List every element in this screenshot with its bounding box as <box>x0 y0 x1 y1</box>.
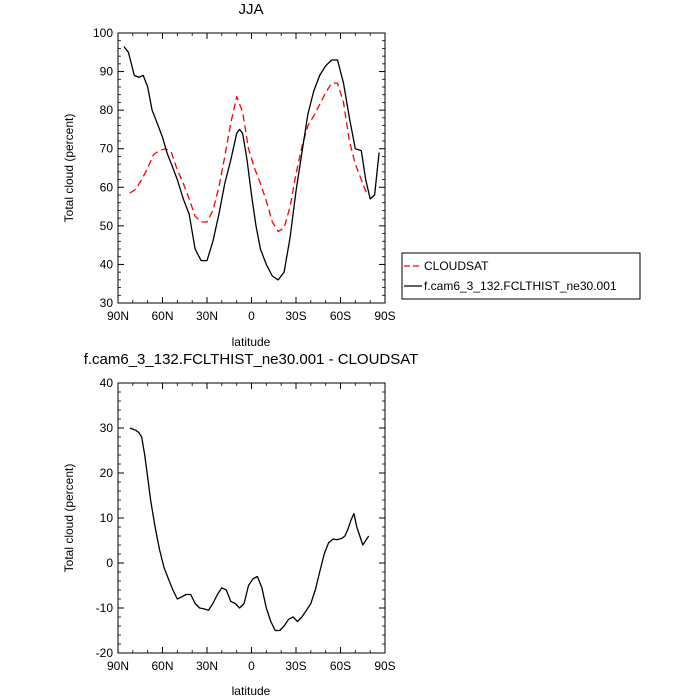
legend: CLOUDSAT f.cam6_3_132.FCLTHIST_ne30.001 <box>401 252 641 300</box>
top-y-tick-label: 30 <box>100 296 114 310</box>
top-x-tick-label: 30N <box>196 309 218 323</box>
bottom-y-tick-label: 40 <box>100 376 114 390</box>
top-y-tick-label: 90 <box>100 65 114 79</box>
top-y-tick-label: 80 <box>100 103 114 117</box>
bottom-x-axis-label: latitude <box>232 684 271 698</box>
bottom-x-tick-label: 90N <box>107 659 129 673</box>
top-series-line-f-cam6-3-132-fclthist-ne30-001 <box>123 46 380 281</box>
bottom-chart-title: f.cam6_3_132.FCLTHIST_ne30.001 - CLOUDSA… <box>84 351 419 368</box>
top-x-tick-label: 60S <box>330 309 351 323</box>
bottom-y-tick-label: 10 <box>100 511 114 525</box>
top-x-ticks: 90N 60N 30N 0 30S 60S 90S <box>107 33 396 323</box>
top-y-tick-label: 40 <box>100 257 114 271</box>
top-y-tick-label: 50 <box>100 219 114 233</box>
bottom-y-tick-label: 30 <box>100 421 114 435</box>
top-plot-frame <box>117 32 386 304</box>
top-x-axis-label: latitude <box>232 335 271 349</box>
top-y-ticks: 30 40 50 60 70 80 90 100 <box>93 26 385 310</box>
bottom-x-tick-label: 30N <box>196 659 218 673</box>
top-x-tick-label: 90N <box>107 309 129 323</box>
bottom-y-axis-label: Total cloud (percent) <box>62 464 76 573</box>
bottom-x-tick-label: 0 <box>248 659 255 673</box>
bottom-plot-frame <box>117 382 386 654</box>
bottom-x-ticks: 90N 60N 30N 0 30S 60S 90S <box>107 383 396 673</box>
legend-label-model: f.cam6_3_132.FCLTHIST_ne30.001 <box>424 279 617 293</box>
top-x-tick-label: 90S <box>374 309 395 323</box>
top-x-tick-label: 60N <box>151 309 173 323</box>
bottom-y-ticks: -20 -10 0 10 20 30 40 <box>96 376 385 660</box>
bottom-x-tick-label: 60S <box>330 659 351 673</box>
bottom-y-tick-label: -10 <box>96 601 114 615</box>
top-y-axis-label: Total cloud (percent) <box>62 114 76 223</box>
legend-box <box>401 252 641 300</box>
bottom-series <box>129 427 370 632</box>
top-series-line-cloudsat <box>129 82 368 233</box>
top-chart-title: JJA <box>238 1 263 18</box>
bottom-x-tick-label: 30S <box>285 659 306 673</box>
top-x-tick-label: 0 <box>248 309 255 323</box>
bottom-panel: f.cam6_3_132.FCLTHIST_ne30.001 - CLOUDSA… <box>62 351 418 698</box>
top-y-tick-label: 60 <box>100 180 114 194</box>
top-x-tick-label: 30S <box>285 309 306 323</box>
bottom-series-line-difference <box>129 427 370 632</box>
bottom-x-tick-label: 90S <box>374 659 395 673</box>
top-y-tick-label: 70 <box>100 142 114 156</box>
bottom-y-tick-label: 0 <box>106 556 113 570</box>
top-series <box>123 46 380 281</box>
bottom-y-tick-label: -20 <box>96 646 114 660</box>
legend-label-cloudsat: CLOUDSAT <box>424 259 489 273</box>
top-y-tick-label: 100 <box>93 26 113 40</box>
bottom-x-tick-label: 60N <box>151 659 173 673</box>
bottom-y-tick-label: 20 <box>100 466 114 480</box>
